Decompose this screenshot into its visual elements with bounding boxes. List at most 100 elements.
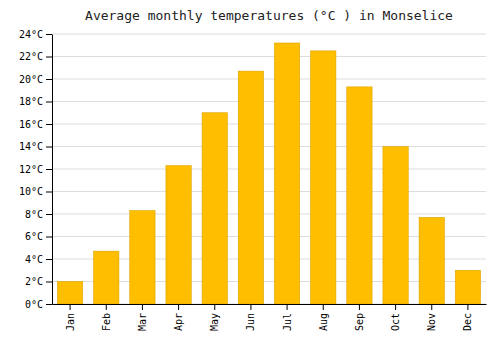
x-tick: Sep <box>354 304 365 331</box>
y-tick-label: 24°C <box>19 29 43 40</box>
bar <box>419 217 444 304</box>
bar <box>311 51 336 304</box>
x-tick-mark <box>70 304 71 310</box>
bars <box>57 43 480 304</box>
x-tick-label: Jan <box>65 313 76 331</box>
y-tick-mark <box>46 259 52 260</box>
x-tick-label: Jun <box>245 313 256 331</box>
x-tick-label: Jul <box>282 313 293 331</box>
bar <box>166 166 191 304</box>
x-tick-label: Mar <box>137 313 148 331</box>
bar <box>455 270 480 304</box>
y-tick-label: 2°C <box>25 276 43 287</box>
y-tick-label: 18°C <box>19 96 43 107</box>
x-tick-mark <box>323 304 324 310</box>
x-axis-line <box>53 304 487 305</box>
y-tick-label: 0°C <box>25 299 43 310</box>
x-tick: Mar <box>137 304 148 331</box>
y-tick: 8°C <box>25 209 52 220</box>
x-tick-mark <box>467 304 468 310</box>
y-tick: 22°C <box>19 51 52 62</box>
y-tick-mark <box>46 147 52 148</box>
grid-line <box>52 124 486 125</box>
grid-line <box>52 34 486 35</box>
y-tick-label: 10°C <box>19 186 43 197</box>
y-tick: 24°C <box>19 29 52 40</box>
y-tick-label: 22°C <box>19 51 43 62</box>
x-tick-mark <box>142 304 143 310</box>
y-tick-label: 16°C <box>19 119 43 130</box>
x-tick: Jul <box>282 304 293 331</box>
x-tick: Oct <box>390 304 401 331</box>
y-tick-mark <box>46 192 52 193</box>
x-tick: May <box>209 304 220 331</box>
x-tick: Feb <box>101 304 112 331</box>
y-tick-mark <box>46 237 52 238</box>
x-tick: Aug <box>318 304 329 331</box>
y-tick: 14°C <box>19 141 52 152</box>
chart: Jan Feb Mar Apr May Jun Jul Aug Sep Oct Nov Dec 0°C 2… <box>0 0 500 350</box>
bar <box>57 282 82 305</box>
x-tick-label: Aug <box>318 313 329 331</box>
bar <box>274 43 299 304</box>
x-tick-label: Oct <box>390 313 401 331</box>
x-tick-mark <box>395 304 396 310</box>
y-tick-mark <box>46 169 52 170</box>
y-tick-label: 20°C <box>19 74 43 85</box>
x-tick-label: May <box>209 313 220 331</box>
y-tick-label: 4°C <box>25 254 43 265</box>
y-tick: 4°C <box>25 254 52 265</box>
y-tick-mark <box>46 102 52 103</box>
y-tick: 0°C <box>25 299 52 310</box>
y-tick: 16°C <box>19 119 52 130</box>
y-tick-mark <box>46 304 52 305</box>
title: Average monthly temperatures (°C ) in Mo… <box>85 8 453 23</box>
y-tick: 6°C <box>25 231 52 242</box>
grid-line <box>52 214 486 215</box>
bar <box>130 211 155 304</box>
x-tick-label: Apr <box>173 313 184 331</box>
grid <box>52 34 486 304</box>
grid-line <box>52 56 486 57</box>
bar <box>94 251 119 304</box>
y-tick: 12°C <box>19 164 52 175</box>
x-tick-mark <box>431 304 432 310</box>
plot: Jan Feb Mar Apr May Jun Jul Aug Sep Oct Nov Dec 0°C 2… <box>19 29 487 331</box>
x-tick: Dec <box>462 304 473 331</box>
y-tick: 20°C <box>19 74 52 85</box>
x-tick: Apr <box>173 304 184 331</box>
bar <box>383 147 408 305</box>
y-tick-mark <box>46 214 52 215</box>
x-tick-mark <box>359 304 360 310</box>
y-tick-mark <box>46 34 52 35</box>
x-tick-mark <box>178 304 179 310</box>
grid-line <box>52 101 486 102</box>
grid-line <box>52 169 486 170</box>
y-tick: 2°C <box>25 276 52 287</box>
x-tick: Nov <box>426 304 437 331</box>
y-tick-mark <box>46 57 52 58</box>
x-tick-label: Feb <box>101 313 112 331</box>
y-tick-label: 8°C <box>25 209 43 220</box>
x-tick-mark <box>250 304 251 310</box>
bar <box>202 113 227 304</box>
grid-line <box>52 79 486 80</box>
y-axis-line <box>52 35 53 305</box>
grid-line <box>52 146 486 147</box>
y-tick-mark <box>46 79 52 80</box>
y-tick-label: 12°C <box>19 164 43 175</box>
x-tick-mark <box>214 304 215 310</box>
y-tick: 18°C <box>19 96 52 107</box>
x-axis: Jan Feb Mar Apr May Jun Jul Aug Sep Oct Nov Dec <box>53 304 487 331</box>
bar <box>347 87 372 304</box>
x-tick-mark <box>287 304 288 310</box>
x-tick-mark <box>106 304 107 310</box>
y-tick-mark <box>46 282 52 283</box>
y-tick: 10°C <box>19 186 52 197</box>
x-tick-label: Nov <box>426 313 437 331</box>
y-tick-label: 14°C <box>19 141 43 152</box>
x-tick: Jan <box>65 304 76 331</box>
bar <box>238 71 263 304</box>
x-tick: Jun <box>245 304 256 331</box>
y-axis: 0°C 2°C 4°C 6°C 8°C 10°C 12°C 14°C 16°C 18°C 20°C 2… <box>19 29 53 310</box>
